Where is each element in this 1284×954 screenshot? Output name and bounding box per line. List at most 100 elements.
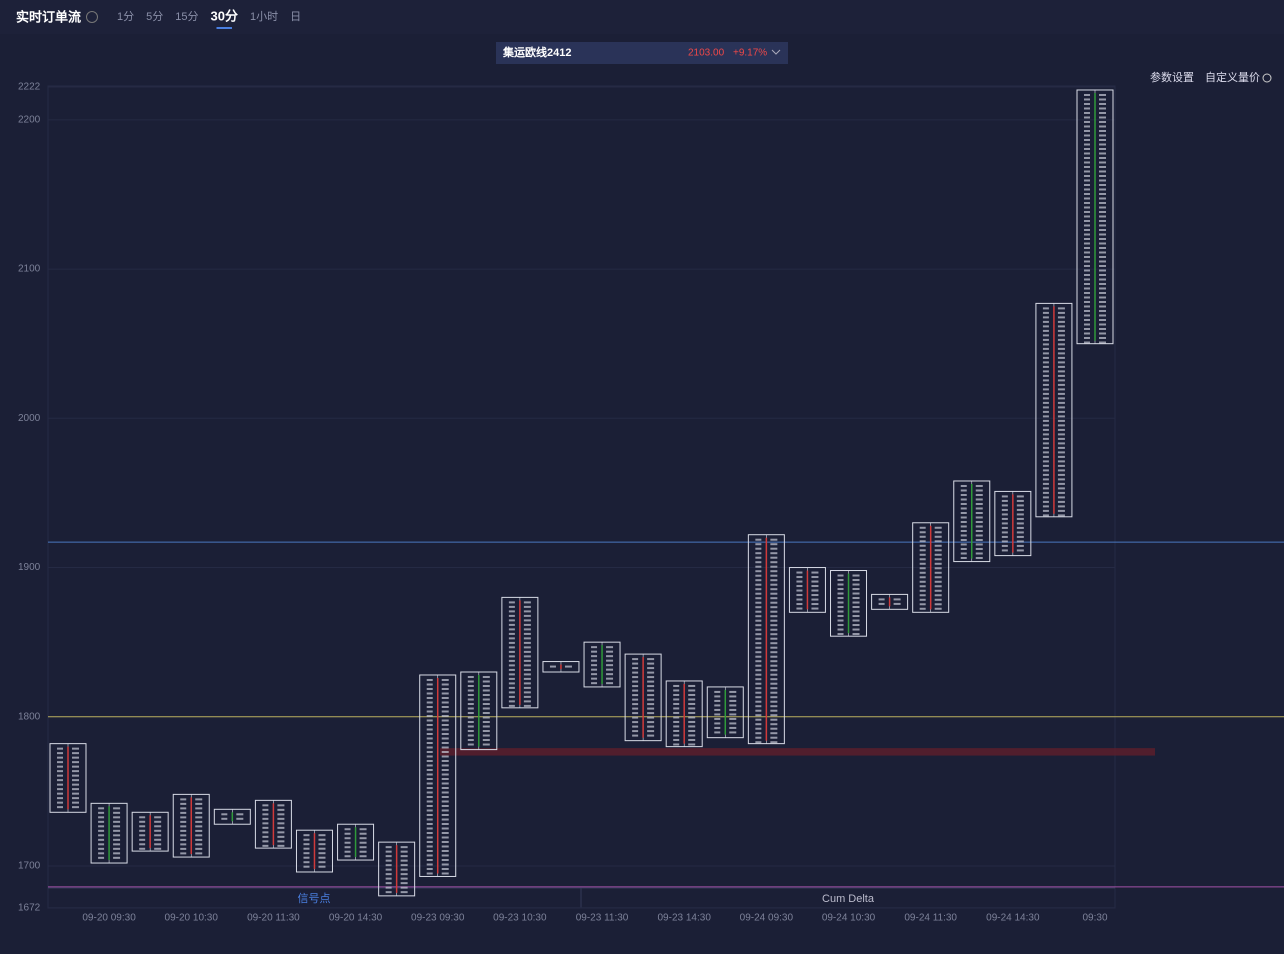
cell <box>606 655 614 658</box>
cell <box>837 624 844 627</box>
cell <box>195 843 203 846</box>
cell <box>1057 446 1065 449</box>
cell <box>975 498 983 501</box>
cell <box>221 817 228 820</box>
cell <box>934 589 942 592</box>
cell <box>467 685 474 688</box>
cell <box>98 820 105 823</box>
cell <box>359 850 367 853</box>
cell <box>400 877 408 880</box>
cell <box>180 825 187 828</box>
cell <box>441 768 449 771</box>
cell <box>1057 478 1065 481</box>
cell <box>1099 260 1106 263</box>
ticker-box[interactable] <box>496 42 788 64</box>
cell <box>770 723 778 726</box>
cell <box>1084 116 1090 119</box>
cell <box>770 696 778 699</box>
cell <box>919 535 926 538</box>
cell <box>400 891 408 894</box>
cell <box>1084 336 1090 339</box>
cell <box>441 764 449 767</box>
cell <box>318 861 326 864</box>
y-tick-label: 2000 <box>18 413 41 424</box>
cell <box>688 716 696 719</box>
panel-signal[interactable]: 信号点 <box>298 892 331 905</box>
cell <box>1057 325 1065 328</box>
cell <box>1057 406 1065 409</box>
cell <box>673 711 680 714</box>
cell <box>770 669 778 672</box>
cell <box>1084 305 1090 308</box>
cell <box>755 682 762 685</box>
cell <box>1042 473 1049 476</box>
cell <box>1001 531 1008 534</box>
cell <box>113 838 121 841</box>
cell <box>441 692 449 695</box>
cell <box>755 723 762 726</box>
cell <box>523 610 531 613</box>
tool-custom[interactable]: 自定义量价 <box>1205 70 1260 84</box>
cell <box>385 868 392 871</box>
cell <box>441 840 449 843</box>
timeframe[interactable]: 1小时 <box>250 10 278 23</box>
cell <box>154 838 162 841</box>
tool-params[interactable]: 参数设置 <box>1150 70 1194 84</box>
cell <box>1057 433 1065 436</box>
cell <box>441 845 449 848</box>
cell <box>426 764 433 767</box>
cell <box>975 516 983 519</box>
cell <box>729 704 737 707</box>
cell <box>113 834 121 837</box>
timeframe[interactable]: 5分 <box>146 10 163 23</box>
cell <box>673 689 680 692</box>
cell <box>770 736 778 739</box>
cell <box>1099 219 1106 222</box>
cell <box>673 729 680 732</box>
help-icon[interactable] <box>86 11 98 23</box>
timeframe[interactable]: 日 <box>290 11 301 23</box>
cell <box>72 801 79 804</box>
cell <box>934 571 942 574</box>
cell <box>72 783 79 786</box>
cell <box>755 592 762 595</box>
cell <box>359 832 367 835</box>
cell <box>426 840 433 843</box>
cell <box>523 664 531 667</box>
cell <box>303 861 310 864</box>
timeframe[interactable]: 30分 <box>211 8 238 23</box>
cell <box>195 838 203 841</box>
panel-cumdelta[interactable]: Cum Delta <box>822 893 875 905</box>
x-tick-label: 09-24 11:30 <box>904 913 957 924</box>
cell <box>426 831 433 834</box>
cell <box>72 806 79 809</box>
cell <box>960 552 967 555</box>
cell <box>606 677 614 680</box>
cell <box>919 531 926 534</box>
cell <box>1099 233 1106 236</box>
cell <box>1057 370 1065 373</box>
timeframe[interactable]: 1分 <box>117 10 134 23</box>
cell <box>647 730 655 733</box>
cell <box>467 712 474 715</box>
cell <box>57 801 63 804</box>
cell <box>277 844 285 847</box>
cell <box>426 723 433 726</box>
cell <box>811 589 819 592</box>
cell <box>714 717 721 720</box>
cell <box>1057 343 1065 346</box>
cell <box>1042 401 1049 404</box>
cell <box>755 633 762 636</box>
cell <box>1057 469 1065 472</box>
cell <box>467 734 474 737</box>
cell <box>180 829 187 832</box>
cell <box>139 816 146 819</box>
cell <box>591 673 598 676</box>
cell <box>1099 111 1106 114</box>
timeframe[interactable]: 15分 <box>175 10 198 23</box>
cell <box>632 680 639 683</box>
cell <box>755 655 762 658</box>
cell <box>1042 451 1049 454</box>
cell <box>1042 365 1049 368</box>
cell <box>482 721 490 724</box>
